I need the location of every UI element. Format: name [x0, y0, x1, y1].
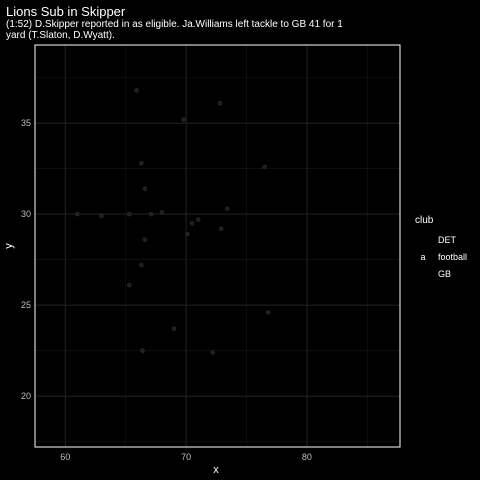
- scatter-point: [139, 262, 144, 268]
- chart-subtitle-line-1: (1:52) D.Skipper reported in as eligible…: [6, 19, 343, 30]
- legend-key-football: a: [420, 252, 425, 262]
- scatter-point: [181, 117, 186, 122]
- x-tick-label: 80: [302, 452, 312, 462]
- scatter-point: [159, 210, 165, 215]
- y-tick-label: 35: [21, 118, 31, 128]
- scatter-point: [134, 88, 139, 93]
- tick-labels: 60 70 80 20 25 30 35: [21, 118, 312, 462]
- scatter-point: [142, 186, 148, 192]
- y-axis-title: y: [3, 243, 15, 249]
- scatter-point: [140, 348, 145, 353]
- scatter-point: [262, 164, 267, 170]
- x-axis-title: x: [213, 464, 219, 476]
- scatter-point: [171, 326, 177, 332]
- scatter-point: [148, 211, 154, 217]
- scatter-point: [210, 350, 215, 355]
- y-tick-label: 25: [21, 300, 31, 310]
- legend: club DET a football GB: [415, 215, 467, 279]
- x-tick-label: 70: [181, 452, 191, 462]
- scatter-point: [126, 282, 132, 288]
- x-tick-label: 60: [60, 452, 70, 462]
- scatter-point: [265, 310, 271, 315]
- chart-title: Lions Sub in Skipper: [6, 4, 126, 19]
- scatter-point: [75, 211, 80, 217]
- scatter-point: [142, 237, 148, 242]
- legend-label-gb: GB: [438, 269, 451, 279]
- scatter-point: [139, 160, 144, 166]
- scatter-point: [218, 226, 224, 232]
- scatter-point: [195, 217, 201, 222]
- panel-background: [35, 45, 400, 447]
- legend-label-football: football: [438, 252, 467, 262]
- scatter-point: [189, 220, 195, 226]
- legend-label-det: DET: [438, 235, 457, 245]
- scatter-point: [217, 100, 223, 106]
- y-tick-label: 20: [21, 391, 31, 401]
- scatter-point: [126, 211, 132, 217]
- scatter-point: [99, 213, 104, 219]
- scatter-point: [224, 206, 230, 212]
- y-tick-label: 30: [21, 209, 31, 219]
- chart-subtitle-line-2: yard (T.Slaton, D.Wyatt).: [6, 30, 115, 41]
- grid: [35, 45, 400, 447]
- panel-border: [34, 44, 401, 448]
- scatter-point: [184, 231, 190, 237]
- scatter-points: [75, 88, 271, 355]
- legend-title: club: [415, 215, 434, 226]
